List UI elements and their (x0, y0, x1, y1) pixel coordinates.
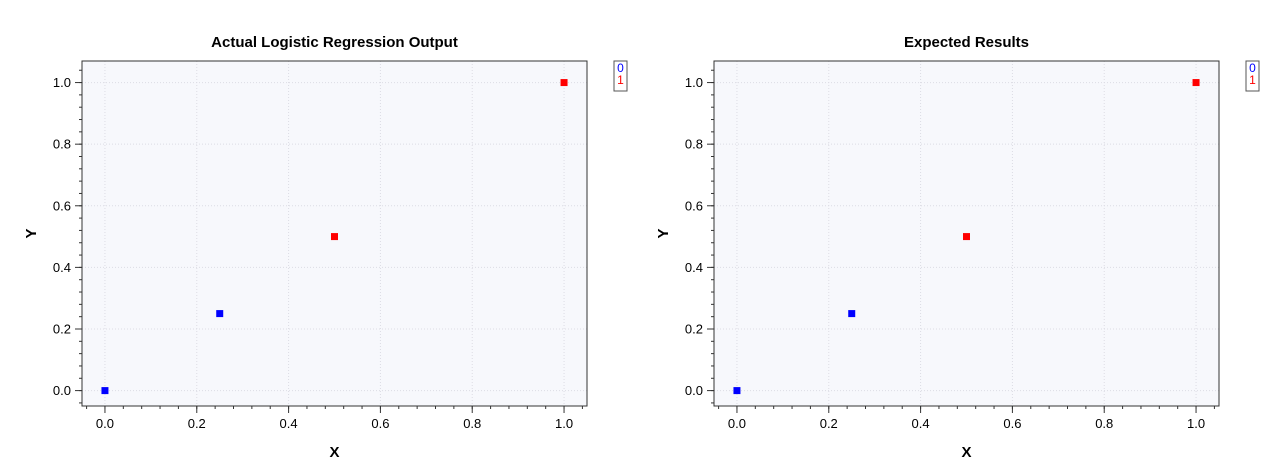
y-tick-label: 0.2 (53, 321, 71, 336)
x-tick-label: 0.2 (188, 416, 206, 431)
legend-entry-0: 0 (1249, 61, 1256, 75)
x-tick-label: 1.0 (555, 416, 573, 431)
plot-frame (81, 60, 588, 407)
y-tick-label: 0.4 (53, 260, 71, 275)
y-tick-label: 0.4 (685, 260, 703, 275)
data-point-series-1 (1192, 79, 1200, 87)
chart-title: Actual Logistic Regression Output (211, 34, 458, 51)
chart-title: Expected Results (904, 34, 1029, 51)
scatter-chart-expected: 0.0 0.2 0.4 0.6 0.8 1.0 0.0 0.2 0.4 0.6 0.8 1.0 Expe… (655, 34, 1260, 461)
legend-entry-1: 1 (617, 73, 624, 87)
data-point-series-0 (216, 310, 224, 318)
data-point-series-1 (331, 233, 338, 241)
data-point-series-0 (848, 310, 856, 318)
data-point-series-1 (560, 79, 568, 87)
x-tick-label: 0.4 (280, 416, 298, 431)
x-axis-label: X (961, 444, 971, 461)
x-tick-label: 0.6 (371, 416, 389, 431)
x-tick-label: 0.2 (820, 416, 838, 431)
y-tick-label: 0.6 (53, 198, 71, 213)
y-tick-label: 0.6 (685, 198, 703, 213)
legend-entry-1: 1 (1249, 73, 1256, 87)
y-tick-label: 0.8 (53, 137, 71, 152)
y-axis-label: Y (655, 228, 672, 238)
scatter-chart-actual: 0.0 0.2 0.4 0.6 0.8 1.0 0.0 0.2 0.4 0.6 0.8 1.0 Actu… (23, 34, 628, 461)
x-tick-label: 0.8 (463, 416, 481, 431)
x-tick-label: 0.6 (1003, 416, 1021, 431)
plot-frame (713, 60, 1220, 407)
y-tick-label: 0.8 (685, 137, 703, 152)
legend-box (613, 60, 628, 92)
y-tick-label: 0.0 (685, 383, 703, 398)
y-axis-label: Y (23, 228, 40, 238)
x-tick-label: 0.8 (1095, 416, 1113, 431)
y-tick-label: 1.0 (685, 75, 703, 90)
legend-entry-0: 0 (617, 61, 624, 75)
data-point-series-1 (963, 233, 970, 241)
data-point-series-0 (733, 387, 741, 395)
chart-panel-expected: 0.0 0.2 0.4 0.6 0.8 1.0 0.0 0.2 0.4 0.6 0.8 1.0 Expe… (632, 0, 1269, 470)
y-tick-label: 1.0 (53, 75, 71, 90)
legend-box (1245, 60, 1260, 92)
x-tick-label: 1.0 (1187, 416, 1205, 431)
y-tick-label: 0.2 (685, 321, 703, 336)
x-axis-label: X (329, 444, 339, 461)
x-tick-label: 0.0 (728, 416, 746, 431)
x-tick-label: 0.4 (912, 416, 930, 431)
data-point-series-0 (101, 387, 109, 395)
x-tick-label: 0.0 (96, 416, 114, 431)
chart-panel-actual: 0.0 0.2 0.4 0.6 0.8 1.0 0.0 0.2 0.4 0.6 0.8 1.0 Actu… (23, 34, 628, 461)
y-tick-label: 0.0 (53, 383, 71, 398)
